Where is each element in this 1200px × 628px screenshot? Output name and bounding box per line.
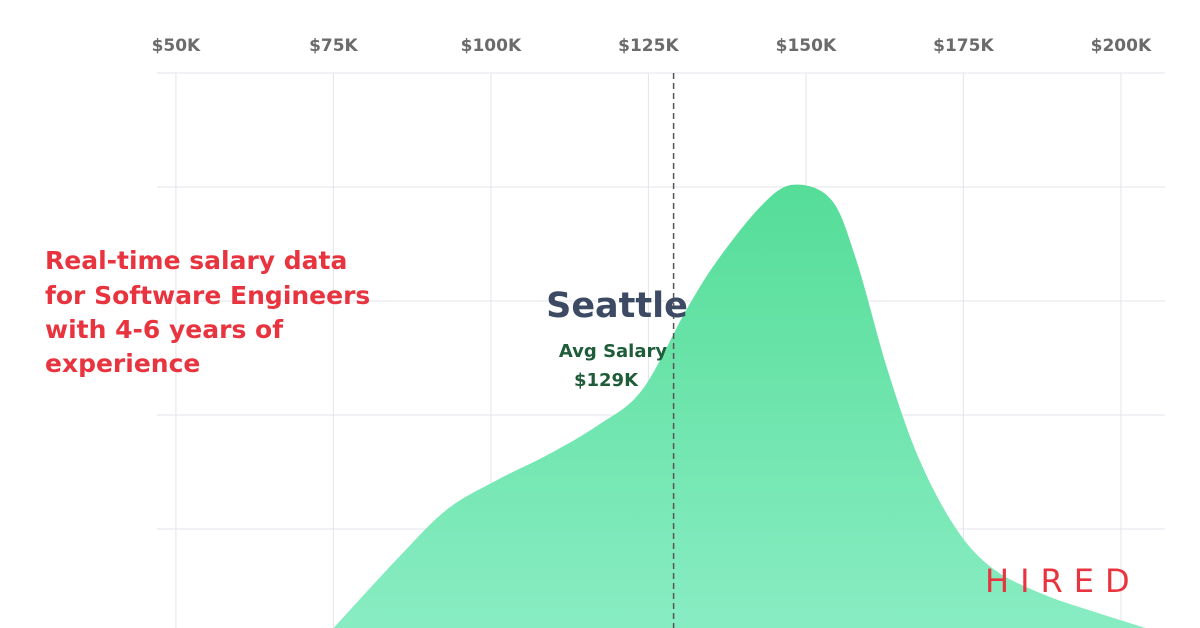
city-label: Seattle	[546, 286, 688, 326]
headline: experience	[45, 349, 200, 378]
headline: for Software Engineers	[45, 281, 370, 310]
x-tick-label: $150K	[776, 36, 837, 56]
x-tick-label: $50K	[152, 36, 201, 56]
headline: with 4-6 years of	[45, 315, 284, 344]
x-tick-label: $100K	[461, 36, 522, 56]
headline: Real-time salary data	[45, 246, 347, 275]
x-tick-label: $175K	[933, 36, 994, 56]
avg-label: Avg Salary	[559, 341, 667, 362]
x-tick-label: $125K	[618, 36, 679, 56]
x-tick-label: $200K	[1091, 36, 1152, 56]
avg-value: $129K	[574, 370, 639, 391]
salary-area	[333, 184, 1146, 628]
x-tick-label: $75K	[309, 36, 358, 56]
logo: HIRED	[985, 562, 1141, 600]
